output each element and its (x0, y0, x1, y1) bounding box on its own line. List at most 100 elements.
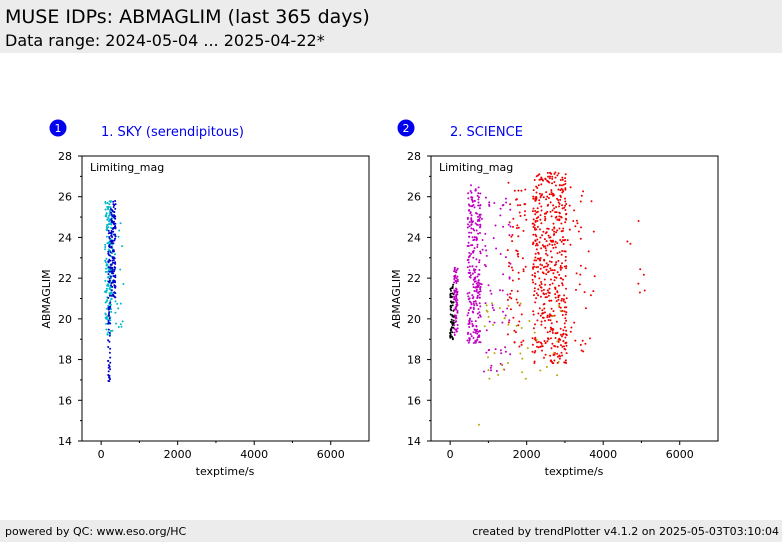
data-point (532, 267, 534, 270)
data-point (479, 305, 482, 308)
data-point (534, 213, 537, 216)
data-point (589, 337, 591, 340)
data-point (473, 269, 476, 272)
data-point (549, 175, 551, 178)
data-point (453, 281, 456, 284)
data-point (467, 271, 470, 274)
data-point (557, 298, 560, 301)
panel-title[interactable]: 1. SKY (serendipitous) (101, 125, 244, 140)
data-point (495, 370, 498, 372)
data-point (560, 253, 563, 256)
data-point (110, 213, 113, 216)
data-point (488, 205, 491, 207)
data-point (110, 270, 113, 273)
data-point (511, 240, 514, 243)
data-point (113, 291, 116, 294)
panel-badge[interactable] (397, 119, 415, 137)
data-point (556, 218, 559, 221)
data-point (548, 193, 551, 196)
data-point (536, 210, 539, 213)
data-point (532, 195, 535, 198)
data-point (472, 249, 475, 252)
data-point (532, 263, 535, 266)
data-point (558, 304, 561, 307)
data-point (113, 261, 116, 264)
data-point (548, 177, 551, 180)
data-point (119, 268, 122, 271)
data-point (532, 327, 535, 330)
data-point (452, 301, 455, 304)
data-point (119, 222, 122, 225)
data-point (537, 251, 540, 254)
y-tick-label: 22 (58, 272, 72, 285)
data-point (476, 194, 479, 197)
data-point (109, 222, 112, 225)
data-point (107, 314, 110, 317)
data-point (540, 320, 543, 323)
data-point (470, 217, 473, 220)
data-point (547, 227, 550, 230)
data-point (113, 284, 116, 287)
data-point (468, 231, 471, 234)
data-point (544, 245, 547, 248)
data-point (519, 302, 522, 305)
data-point (543, 278, 546, 281)
data-point (105, 267, 107, 270)
panel-badge[interactable] (49, 119, 67, 137)
data-point (558, 202, 561, 205)
data-point (533, 179, 536, 181)
data-point (560, 344, 562, 347)
data-point (477, 279, 480, 282)
data-point (470, 214, 473, 217)
data-point (108, 236, 111, 238)
data-point (558, 184, 561, 187)
data-point (560, 216, 563, 219)
data-point (559, 198, 562, 201)
data-point (474, 286, 477, 289)
data-point (477, 284, 480, 287)
data-point (479, 232, 481, 234)
data-point (545, 191, 548, 194)
data-point (451, 337, 454, 340)
data-point (555, 320, 558, 323)
data-point (471, 199, 474, 202)
data-point (535, 292, 538, 295)
data-point (109, 206, 112, 209)
y-tick-label: 24 (58, 231, 72, 244)
data-point (554, 263, 557, 266)
data-point (506, 293, 509, 296)
data-point (106, 223, 109, 226)
plot-frame (81, 155, 370, 442)
data-point (534, 210, 537, 212)
data-point (515, 249, 518, 252)
data-point (544, 178, 547, 181)
data-point (473, 271, 476, 274)
data-point (502, 225, 505, 228)
data-point (551, 282, 554, 285)
data-point (562, 243, 565, 245)
data-point (480, 283, 483, 286)
data-point (485, 304, 488, 307)
data-point (109, 356, 112, 359)
data-point (564, 238, 567, 241)
x-tick-label: 0 (98, 448, 105, 461)
data-point (553, 353, 556, 356)
data-point (561, 262, 563, 265)
panel-title[interactable]: 2. SCIENCE (450, 125, 523, 140)
data-point (476, 312, 479, 315)
data-point (456, 299, 459, 301)
data-point (501, 321, 504, 324)
data-point (522, 268, 525, 271)
data-point (110, 284, 113, 287)
data-point (547, 319, 550, 321)
data-point (474, 331, 477, 334)
data-point (538, 173, 541, 176)
data-point (468, 321, 471, 324)
data-point (499, 214, 502, 217)
data-point (493, 309, 495, 312)
data-point (565, 319, 568, 322)
data-point (501, 289, 504, 292)
data-point (108, 292, 111, 295)
data-point (565, 329, 568, 332)
data-point (543, 307, 546, 310)
